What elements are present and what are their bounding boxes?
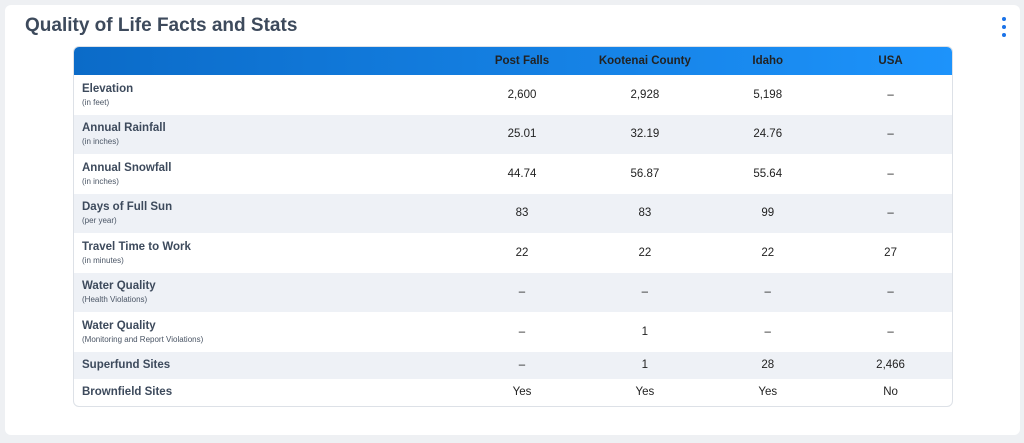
value-cell: 1 — [641, 325, 649, 338]
row-title: Days of Full Sun — [82, 201, 173, 214]
value-cell: – — [518, 325, 526, 338]
value-cell: 22 — [515, 246, 529, 259]
row-note: (in minutes) — [82, 255, 124, 265]
row-note: (Health Violations) — [82, 295, 148, 305]
column-header: Post Falls — [494, 55, 550, 67]
value-cell: 2,466 — [876, 359, 905, 371]
value-cell: 1 — [641, 359, 649, 371]
value-cell: – — [887, 128, 894, 141]
column-header: Idaho — [752, 55, 784, 67]
title: Quality of Life Facts and Stats — [25, 15, 298, 36]
table-header: Post Falls Kootenai County Idaho USA — [74, 47, 952, 75]
row-label: Elevation (in feet) — [74, 83, 461, 107]
row-title: Elevation — [82, 82, 134, 95]
value-cell: 99 — [761, 207, 775, 220]
value-cell: – — [764, 286, 771, 299]
table: Post Falls Kootenai County Idaho USA Elevati… — [73, 46, 953, 407]
row-title: Annual Rainfall — [82, 122, 166, 135]
header-cell — [74, 47, 461, 75]
row-label: Days of Full Sun (per year) — [74, 201, 461, 225]
value-cell: – — [518, 286, 526, 299]
value-cell: 22 — [761, 246, 775, 259]
value-cell: 28 — [761, 359, 775, 371]
value-cell: 25.01 — [507, 128, 537, 141]
table-row: Superfund Sites – 1 28 2,466 — [74, 351, 952, 379]
row-label: Water Quality (Monitoring and Report Viol… — [74, 320, 461, 344]
row-title: Annual Snowfall — [82, 161, 172, 174]
row-label: Superfund Sites — [74, 359, 461, 371]
table-row: Brownfield Sites Yes Yes Yes No — [74, 379, 952, 406]
table-row: Water Quality (Health Violations) – – – – — [74, 272, 952, 312]
table-row: Elevation (in feet) 2,600 2,928 5,198 – — [74, 75, 952, 115]
value-cell: 83 — [515, 207, 529, 220]
table-row: Water Quality (Monitoring and Report Viol… — [74, 312, 952, 352]
value-cell: – — [887, 167, 894, 180]
value-cell: 44.74 — [507, 167, 537, 180]
value-cell: 56.87 — [630, 167, 660, 180]
row-note: (in inches) — [82, 137, 119, 147]
value-cell: Yes — [758, 386, 778, 398]
more-menu[interactable] — [999, 15, 1009, 39]
row-note: (per year) — [82, 216, 117, 226]
table-row: Days of Full Sun (per year) 83 83 99 – — [74, 193, 952, 233]
row-title: Superfund Sites — [82, 359, 171, 371]
value-cell: 27 — [884, 246, 897, 259]
row-title: Water Quality — [82, 280, 156, 293]
value-cell: – — [887, 88, 894, 101]
table-row: Travel Time to Work (in minutes) 22 22 22 27 — [74, 233, 952, 273]
value-cell: – — [887, 286, 894, 299]
table-row: Annual Snowfall (in inches) 44.74 56.87 55.6… — [74, 154, 952, 194]
row-label: Travel Time to Work (in minutes) — [74, 241, 461, 265]
row-title: Travel Time to Work — [82, 240, 191, 253]
row-label: Brownfield Sites — [74, 386, 461, 398]
value-cell: 83 — [638, 207, 652, 220]
value-cell: 32.19 — [630, 128, 660, 141]
column-header: USA — [878, 55, 903, 67]
value-cell: 22 — [638, 246, 652, 259]
row-label: Annual Snowfall (in inches) — [74, 162, 461, 186]
value-cell: 5,198 — [753, 88, 783, 101]
value-cell: – — [518, 359, 526, 371]
table-row: Annual Rainfall (in inches) 25.01 32.19 24.7… — [74, 114, 952, 154]
value-cell: 2,928 — [630, 88, 660, 101]
value-cell: Yes — [512, 386, 532, 398]
card: Quality of Life Facts and Stats Post Fal… — [5, 5, 1020, 435]
row-note: (in feet) — [82, 97, 110, 107]
value-cell: No — [883, 386, 898, 398]
row-label: Water Quality (Health Violations) — [74, 280, 461, 304]
row-title: Brownfield Sites — [82, 386, 173, 398]
value-cell: – — [887, 207, 894, 220]
value-cell: 55.64 — [753, 167, 783, 180]
value-cell: – — [764, 325, 771, 338]
value-cell: – — [641, 286, 649, 299]
row-label: Annual Rainfall (in inches) — [74, 122, 461, 146]
row-title: Water Quality — [82, 319, 156, 332]
value-cell: Yes — [635, 386, 655, 398]
value-cell: 24.76 — [753, 128, 783, 141]
row-note: (Monitoring and Report Violations) — [82, 334, 204, 344]
value-cell: 2,600 — [507, 88, 537, 101]
row-note: (in inches) — [82, 176, 119, 186]
value-cell: – — [887, 325, 894, 338]
column-header: Kootenai County — [598, 55, 691, 67]
